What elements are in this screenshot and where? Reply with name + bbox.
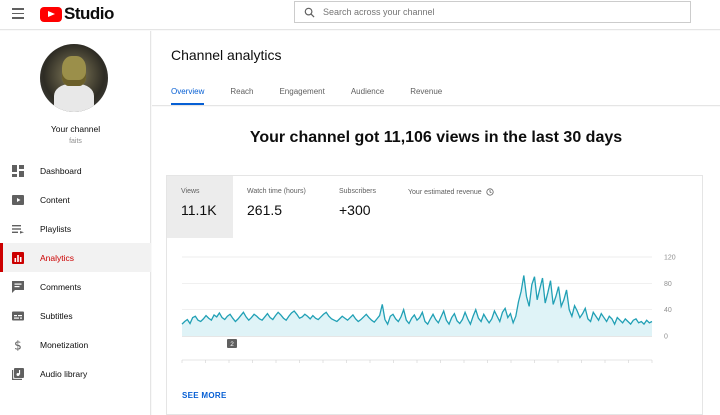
tab-engagement[interactable]: Engagement: [279, 87, 325, 96]
sidebar-item-audio-library[interactable]: Audio library: [0, 359, 151, 388]
metric-views[interactable]: Views 11.1K: [167, 176, 233, 238]
y-tick-label: 80: [664, 281, 672, 288]
tab-overview[interactable]: Overview: [171, 87, 205, 105]
logo-text: Studio: [64, 4, 114, 23]
sidebar-item-label: Playlists: [40, 223, 72, 234]
sidebar-item-content[interactable]: Content: [0, 185, 151, 214]
sidebar-item-analytics[interactable]: Analytics: [0, 243, 151, 272]
chart-marker[interactable]: [227, 339, 237, 348]
views-chart[interactable]: 120 80 40 0 2: [167, 248, 704, 378]
metric-value: +300: [339, 202, 371, 218]
studio-logo[interactable]: Studio: [40, 4, 114, 24]
subtitles-icon: [12, 310, 24, 322]
metrics-card: Views 11.1K Watch time (hours) 261.5 Sub…: [166, 175, 703, 415]
metric-label: Subscribers: [339, 188, 376, 195]
tab-reach[interactable]: Reach: [230, 87, 254, 96]
metric-label: Views: [181, 188, 200, 195]
views-headline: Your channel got 11,106 views in the las…: [249, 129, 623, 146]
youtube-play-icon: [40, 6, 62, 22]
audio-library-icon: [12, 367, 24, 380]
main-content: Your channel got 11,106 views in the las…: [152, 107, 720, 415]
tab-revenue[interactable]: Revenue: [410, 87, 443, 96]
content-icon: [12, 194, 24, 206]
main-header: Channel analytics Overview Reach Engagem…: [152, 31, 720, 106]
dashboard-icon: [12, 164, 24, 177]
chart-area: [182, 275, 652, 336]
metric-value: 261.5: [247, 202, 283, 218]
search-bar[interactable]: [294, 1, 691, 23]
search-input[interactable]: [323, 7, 663, 17]
monetization-icon: $: [12, 339, 24, 351]
metric-estimated-revenue[interactable]: Your estimated revenue: [394, 176, 524, 238]
metric-subscribers[interactable]: Subscribers +300: [325, 176, 393, 238]
y-tick-label: 0: [664, 334, 668, 341]
sidebar-item-label: Monetization: [40, 339, 89, 350]
sidebar-item-playlists[interactable]: Playlists: [0, 214, 151, 243]
search-icon[interactable]: [295, 7, 323, 18]
sidebar-item-label: Content: [40, 194, 70, 205]
playlists-icon: [12, 223, 24, 235]
see-more-link[interactable]: SEE MORE: [182, 391, 227, 400]
metric-label: Watch time (hours): [247, 188, 306, 195]
top-bar: Studio: [0, 0, 720, 30]
sidebar: Your channel faits Dashboard Content Pla…: [0, 31, 151, 415]
sidebar-item-label: Subtitles: [40, 310, 73, 321]
metric-watch-time[interactable]: Watch time (hours) 261.5: [233, 176, 325, 238]
analytics-icon: [12, 251, 24, 264]
sidebar-item-comments[interactable]: Comments: [0, 272, 151, 301]
sidebar-item-label: Audio library: [40, 368, 88, 379]
comments-icon: [12, 280, 24, 293]
sidebar-item-label: Comments: [40, 281, 82, 292]
analytics-tabs: Overview Reach Engagement Audience Reven…: [171, 87, 468, 105]
sidebar-item-label: Analytics: [40, 252, 75, 263]
sidebar-item-label: Dashboard: [40, 165, 82, 176]
channel-name: Your channel: [50, 124, 101, 134]
page-title: Channel analytics: [171, 47, 282, 63]
clock-icon: [486, 188, 494, 196]
svg-text:$: $: [14, 339, 22, 351]
sidebar-nav: Dashboard Content Playlists Analytics Co…: [0, 156, 151, 388]
sidebar-item-dashboard[interactable]: Dashboard: [0, 156, 151, 185]
chart-marker-label: 2: [230, 341, 234, 348]
metric-value: 11.1K: [181, 202, 217, 218]
menu-icon[interactable]: [12, 8, 24, 19]
sidebar-item-subtitles[interactable]: Subtitles: [0, 301, 151, 330]
y-tick-label: 40: [664, 307, 672, 314]
sidebar-item-monetization[interactable]: $ Monetization: [0, 330, 151, 359]
channel-handle: faits: [69, 138, 82, 145]
chart-line: [181, 275, 653, 326]
metric-label: Your estimated revenue: [408, 188, 482, 196]
tab-audience[interactable]: Audience: [350, 87, 385, 96]
y-tick-label: 120: [664, 255, 676, 262]
channel-avatar[interactable]: [40, 44, 108, 112]
